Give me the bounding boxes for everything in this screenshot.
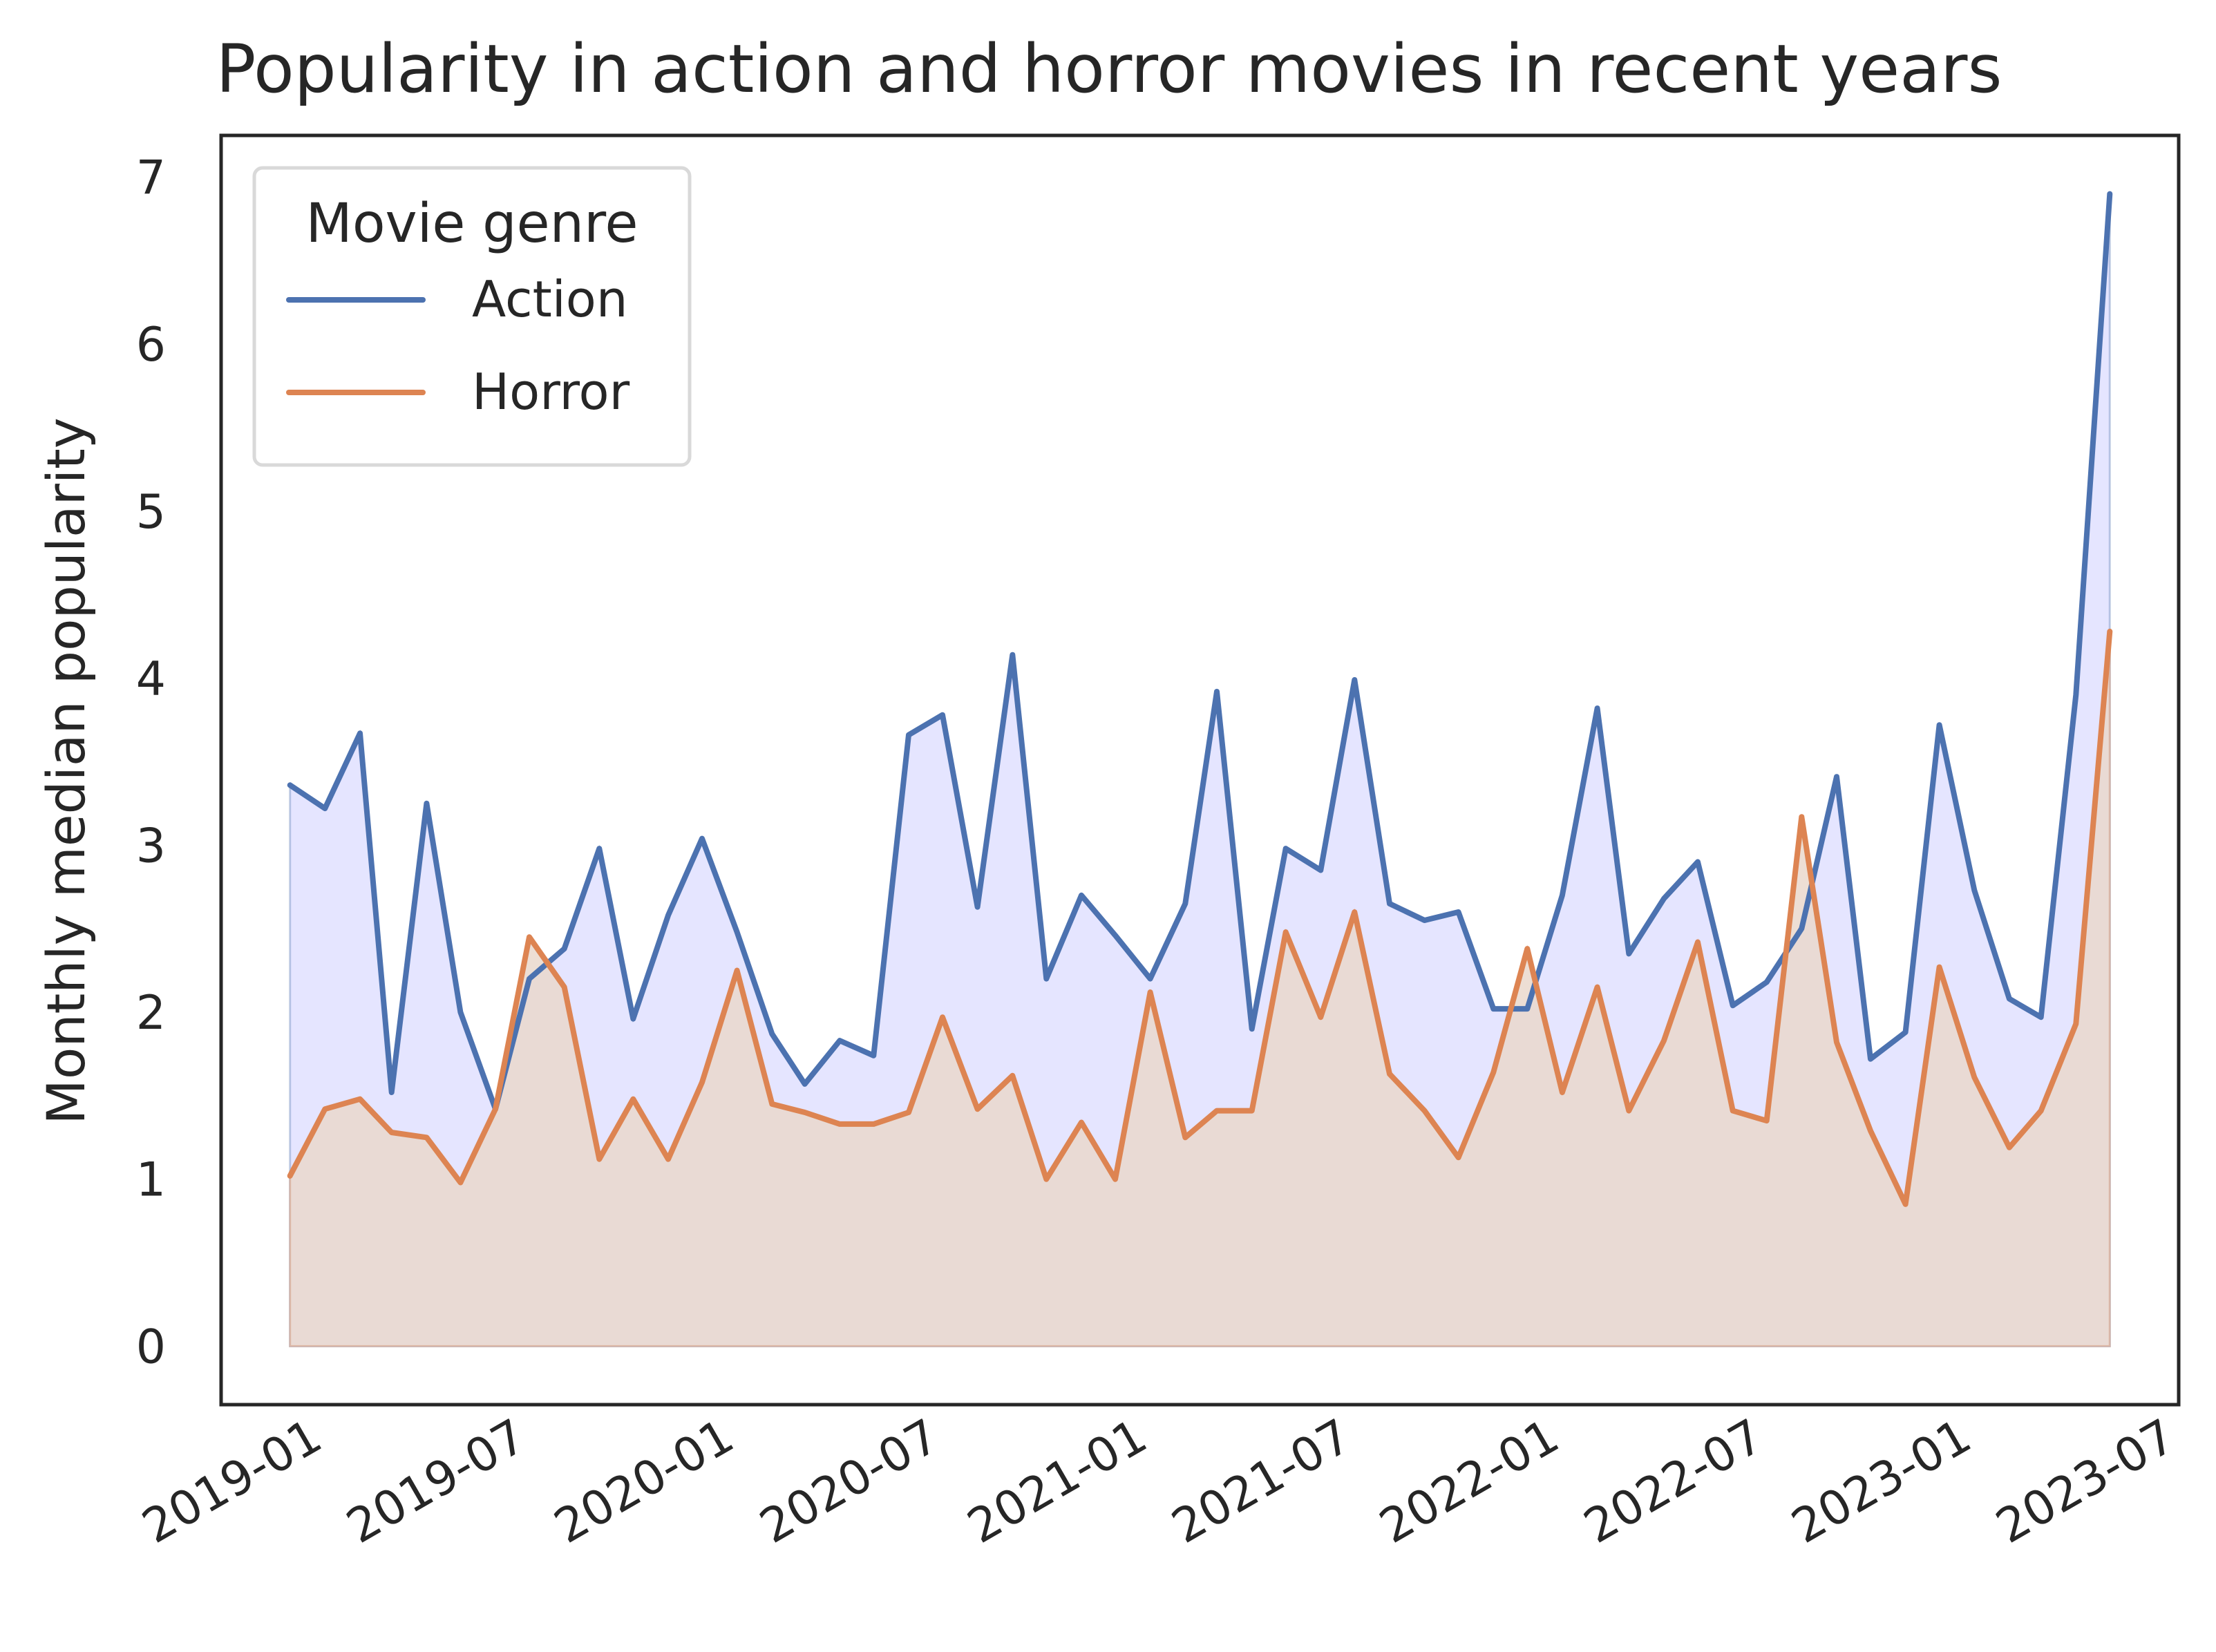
legend-title: Movie genre <box>306 193 638 255</box>
legend-label-action: Action <box>472 270 628 328</box>
x-tick-label: 2020-07 <box>751 1409 949 1554</box>
y-tick-label: 3 <box>136 819 166 873</box>
x-tick-label: 2020-01 <box>546 1409 744 1554</box>
legend-label-horror: Horror <box>472 363 630 421</box>
y-tick-label: 1 <box>136 1153 166 1208</box>
legend: Movie genre Action Horror <box>252 166 692 467</box>
x-tick-label: 2022-01 <box>1371 1409 1569 1554</box>
x-tick-label: 2023-01 <box>1783 1409 1980 1554</box>
y-tick-label: 5 <box>136 485 166 540</box>
horror-series-line <box>287 628 2113 1207</box>
chart-title: Popularity in action and horror movies i… <box>216 30 2002 108</box>
x-tick-label: 2022-07 <box>1575 1409 1773 1554</box>
legend-entries: Action Horror <box>286 270 630 421</box>
legend-item-action: Action <box>286 270 628 328</box>
x-tick-label: 2021-07 <box>1163 1409 1361 1554</box>
action-series-line <box>287 191 2113 1112</box>
x-tick-label: 2019-01 <box>133 1409 331 1554</box>
x-tick-label: 2021-01 <box>959 1409 1157 1554</box>
y-tick-labels: 0 1 2 3 4 5 6 7 <box>136 151 166 1374</box>
y-tick-label: 4 <box>136 652 166 707</box>
series-lines <box>287 191 2113 1207</box>
y-tick-label: 6 <box>136 318 166 372</box>
plot-frame <box>219 133 2181 1407</box>
x-tick-label: 2019-07 <box>338 1409 536 1554</box>
x-tick-labels: 2019-01 2019-07 2020-01 2020-07 2021-01 2021-… <box>133 1409 2184 1554</box>
y-tick-label: 2 <box>136 986 166 1041</box>
y-tick-label: 0 <box>136 1320 166 1374</box>
y-axis-label: Monthly median popularity <box>35 417 97 1124</box>
y-tick-label: 7 <box>136 151 166 205</box>
legend-item-horror: Horror <box>286 363 630 421</box>
x-tick-label: 2023-07 <box>1987 1409 2185 1554</box>
